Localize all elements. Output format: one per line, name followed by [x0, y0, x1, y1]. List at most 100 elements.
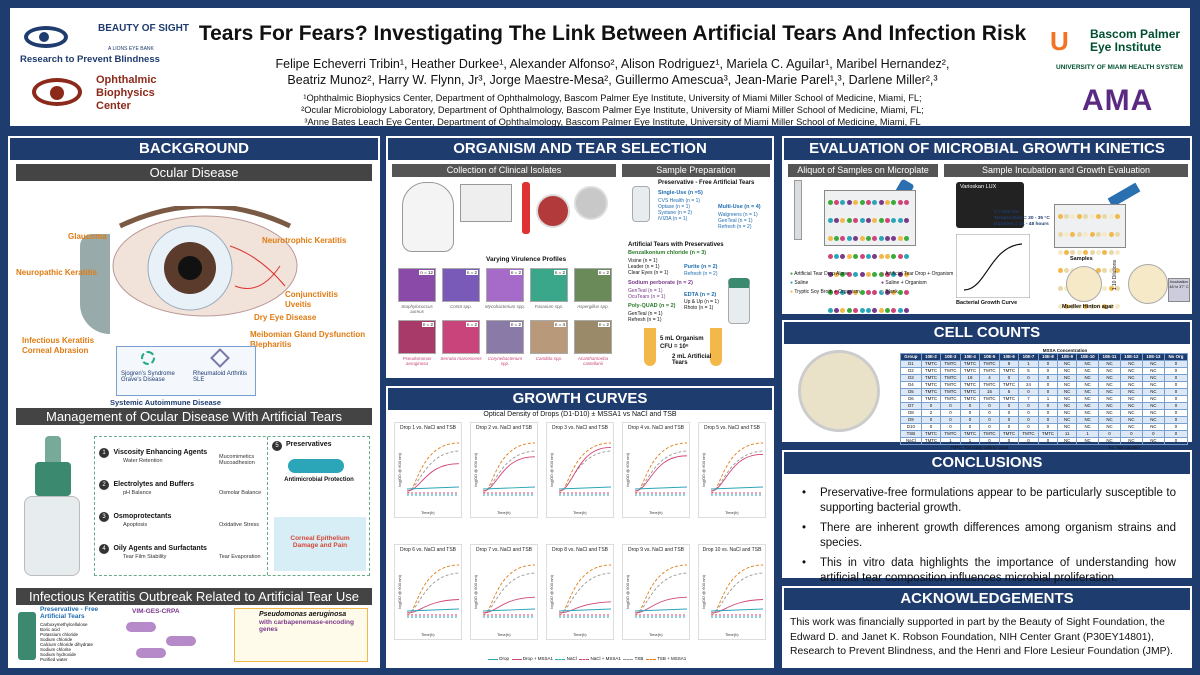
series-line — [634, 572, 688, 614]
tear-item: GenTeal (n = 1) — [628, 288, 663, 294]
growth-plot: Drop 1 vs. NaCl and TSB log(OD @ 600 nm) T… — [394, 422, 462, 518]
table-cell: 19 — [959, 374, 981, 382]
well — [865, 236, 871, 242]
organism-count: n = 2 — [465, 322, 478, 327]
table-cell: 0 — [959, 423, 981, 431]
footnote-nc: NC: Not counted — [1108, 445, 1140, 450]
table-cell: 0 — [1037, 402, 1059, 410]
mgmt-item-4: 4 Oily Agents and Surfactants Tear Film … — [99, 537, 264, 569]
plot-ylabel: log(OD @ 600 nm) — [397, 575, 402, 609]
legend-item: Drop — [499, 656, 510, 661]
plot-lines — [634, 442, 688, 496]
plot-lines — [634, 564, 688, 618]
incubation-label: Incubation 48 hr 37° C — [1169, 280, 1189, 289]
table-cell: 0 — [940, 416, 961, 424]
well — [853, 308, 859, 314]
series-line — [634, 486, 688, 490]
plot-title: Drop 9 vs. NaCl and TSB — [627, 547, 685, 553]
well — [1076, 214, 1082, 220]
table-cell: 0 — [959, 402, 981, 410]
well — [859, 200, 865, 206]
legend-item: Tryptic Soy Broth + Organism — [794, 289, 860, 295]
table-cell: 0 — [1163, 437, 1189, 445]
series-line — [710, 450, 764, 492]
series-line — [406, 599, 460, 614]
well — [853, 272, 859, 278]
table-cell: 1 — [1018, 360, 1039, 368]
plot-lines — [558, 564, 612, 618]
bascom-palmer-logo-text: Bascom Palmer Eye Institute — [1090, 27, 1181, 54]
small-bottle-icon — [18, 612, 36, 660]
table-footnote: TMTC: Too many cells to count NC: Not co… — [900, 445, 1190, 450]
table-cell: TMTC — [959, 395, 981, 403]
growth-plot: Drop 8 vs. NaCl and TSB log(OD @ 600 nm) T… — [546, 544, 614, 640]
series-line — [482, 596, 536, 614]
well — [1102, 232, 1108, 238]
samples-label: Samples — [1070, 256, 1093, 262]
table-cell: NC — [1098, 423, 1121, 431]
table-cell: NC — [1098, 437, 1121, 445]
well — [840, 254, 846, 260]
table-cell: 0 — [1018, 409, 1039, 417]
series-line — [558, 442, 612, 494]
table-cell: TMTC — [940, 430, 961, 438]
plot-title: Drop 10 vs. NaCl and TSB — [702, 547, 762, 553]
well — [865, 218, 871, 224]
well — [1057, 286, 1063, 292]
growth-figure-title: Optical Density of Drops (D1-D10) ± MSSA… — [483, 411, 677, 418]
table-row: TSB TMTC TMTC TMTC TMTC TMTC TMTC TMTC 11 1 0 0 0 0 — [900, 430, 1189, 438]
well — [1108, 232, 1114, 238]
table-cell: TMTC — [920, 388, 942, 396]
table-cell: TMTC — [959, 360, 981, 368]
legend-row: ● Saline ● Saline + Organism — [790, 279, 970, 288]
kinetics-panel: EVALUATION OF MICROBIAL GROWTH KINETICS … — [782, 136, 1192, 332]
well — [846, 254, 852, 260]
series-line — [482, 486, 536, 490]
table-cell: 0 — [1018, 388, 1039, 396]
well — [878, 308, 884, 314]
table-cell: NC — [1119, 388, 1143, 396]
author-list: Felipe Echeverri Tribin¹, Heather Durkee… — [190, 56, 1035, 88]
pf-ingredient: Carboxymethylcellulose — [40, 622, 88, 627]
table-cell: 1 — [1037, 395, 1059, 403]
growth-curve-illustration — [956, 234, 1030, 298]
pf-ingredients: Carboxymethylcellulose Boric acid Potass… — [40, 622, 110, 662]
well — [1070, 250, 1076, 256]
table-cell: TMTC — [940, 381, 961, 389]
table-header: 10E-13 — [1141, 353, 1165, 361]
series-line — [406, 572, 460, 614]
table-cell: NC — [1119, 402, 1143, 410]
vim-label: VIM-GES-CRPA — [132, 608, 180, 615]
table-cell: NC — [1119, 437, 1143, 445]
table-cell: NC — [1057, 388, 1078, 396]
well — [878, 236, 884, 242]
mgmt-b-3: Oxidative Stress — [219, 522, 260, 528]
table-cell: NC — [1141, 423, 1165, 431]
well — [827, 308, 833, 314]
sjogren-label: Sjogren's Syndrome Grave's Disease — [121, 371, 175, 383]
with-pres-title: Artificial Tears with Preservatives — [628, 242, 724, 248]
table-cell: D8 — [900, 409, 922, 417]
well — [1102, 250, 1108, 256]
well — [827, 200, 833, 206]
table-row: D9 0 0 0 0 0 0 0 NC NC NC NC NC 0 — [900, 416, 1189, 424]
table-cell: 0 — [1163, 409, 1189, 417]
tear-item: iVIZIA (n = 1) — [658, 216, 688, 222]
growth-plots: Drop 1 vs. NaCl and TSB log(OD @ 600 nm) T… — [388, 418, 772, 654]
conclusion-item: Preservative-free formulations appear to… — [800, 486, 1176, 515]
legend-item: Saline — [794, 280, 809, 286]
table-cell: TMTC — [920, 367, 942, 375]
mgmt-item-2: 2 Electrolytes and Buffers pH Balance Os… — [99, 473, 264, 505]
organism-grid: n = 12 Staphylococcus aureus n = 2 CoNS spp… — [398, 268, 618, 372]
organism-tile: n = 2 — [442, 268, 480, 302]
table-cell: 1 — [959, 437, 981, 445]
outbreak-box: Preservative - Free Artificial Tears Car… — [16, 606, 372, 666]
well — [897, 272, 903, 278]
well — [840, 236, 846, 242]
table-cell: 0 — [998, 437, 1020, 445]
table-cell: TSB — [900, 430, 922, 438]
plot-ylabel: log(OD @ 600 nm) — [701, 453, 706, 487]
series-line — [634, 608, 688, 612]
well — [1076, 304, 1082, 310]
mgmt-a-4: Tear Film Stability — [123, 554, 167, 560]
